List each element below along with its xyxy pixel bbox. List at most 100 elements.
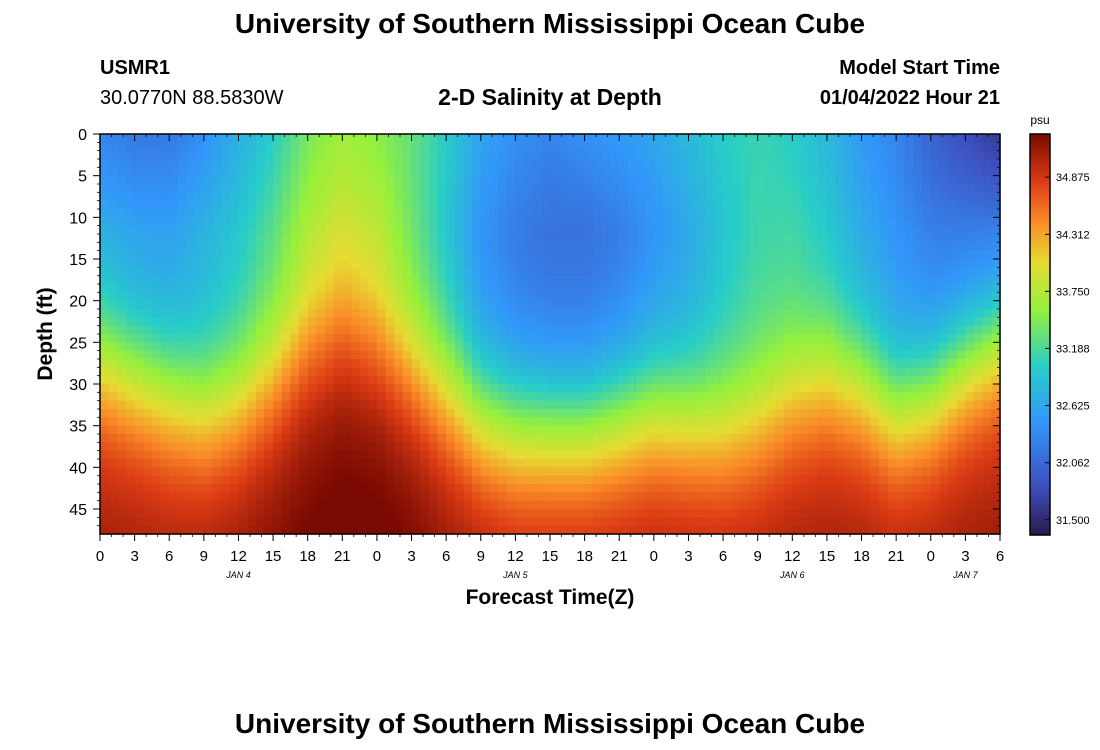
heatmap-cell [653, 375, 664, 385]
heatmap-cell [221, 300, 231, 310]
heatmap-cell [913, 334, 923, 343]
heatmap-cell [420, 159, 430, 168]
heatmap-cell [714, 509, 724, 518]
heatmap-cell [662, 459, 672, 468]
heatmap-cell [749, 334, 759, 343]
heatmap-cell [792, 459, 802, 468]
heatmap-cell [913, 450, 923, 460]
heatmap-cell [177, 192, 188, 202]
heatmap-cell [420, 384, 430, 393]
heatmap-cell [922, 225, 932, 235]
heatmap-cell [567, 342, 577, 352]
heatmap-cell [532, 175, 542, 185]
heatmap-cell [342, 342, 352, 352]
heatmap-cell [359, 175, 369, 185]
heatmap-cell [887, 375, 897, 385]
heatmap-cell [930, 142, 941, 152]
heatmap-cell [402, 342, 413, 352]
heatmap-cell [575, 492, 586, 502]
heatmap-cell [420, 342, 430, 352]
heatmap-cell [195, 284, 205, 293]
heatmap-cell [203, 284, 214, 293]
heatmap-cell [705, 184, 716, 193]
heatmap-cell [255, 367, 266, 377]
heatmap-cell [627, 275, 638, 285]
heatmap-cell [610, 359, 620, 368]
heatmap-cell [636, 417, 646, 427]
heatmap-cell [212, 184, 222, 193]
heatmap-cell [679, 342, 690, 352]
heatmap-cell [688, 384, 698, 393]
heatmap-cell [299, 484, 309, 493]
heatmap-cell [567, 150, 577, 160]
heatmap-cell [143, 442, 153, 452]
heatmap-cell [385, 250, 395, 260]
heatmap-cell [567, 292, 577, 302]
heatmap-cell [472, 434, 482, 443]
heatmap-cell [480, 359, 491, 368]
heatmap-cell [151, 184, 162, 193]
heatmap-cell [965, 342, 975, 352]
heatmap-cell [117, 384, 127, 393]
heatmap-cell [697, 300, 707, 310]
heatmap-cell [593, 309, 603, 318]
heatmap-cell [653, 275, 664, 285]
heatmap-cell [229, 234, 240, 243]
heatmap-cell [203, 375, 214, 385]
heatmap-cell [922, 142, 932, 152]
heatmap-cell [965, 150, 975, 160]
heatmap-cell [550, 284, 560, 293]
heatmap-cell [705, 292, 716, 302]
heatmap-cell [186, 500, 196, 510]
heatmap-cell [247, 309, 257, 318]
heatmap-cell [428, 175, 439, 185]
heatmap-cell [195, 142, 205, 152]
heatmap-cell [775, 350, 785, 360]
heatmap-cell [878, 234, 889, 243]
heatmap-cell [783, 525, 793, 535]
heatmap-cell [662, 475, 672, 485]
heatmap-cell [125, 359, 136, 368]
heatmap-cell [930, 309, 941, 318]
heatmap-cell [342, 417, 352, 427]
heatmap-cell [290, 500, 300, 510]
heatmap-cell [368, 292, 378, 302]
heatmap-cell [593, 209, 603, 218]
heatmap-cell [177, 275, 188, 285]
heatmap-cell [826, 525, 837, 535]
heatmap-cell [619, 225, 629, 235]
heatmap-cell [723, 300, 733, 310]
heatmap-cell [169, 167, 179, 177]
heatmap-cell [575, 450, 586, 460]
heatmap-cell [134, 184, 144, 193]
heatmap-cell [541, 292, 551, 302]
heatmap-cell [766, 492, 776, 502]
heatmap-cell [852, 409, 863, 418]
heatmap-cell [333, 300, 343, 310]
heatmap-cell [593, 150, 603, 160]
heatmap-cell [420, 200, 430, 210]
heatmap-cell [757, 509, 767, 518]
heatmap-cell [316, 142, 326, 152]
heatmap-cell [255, 459, 266, 468]
heatmap-cell [662, 400, 672, 410]
heatmap-cell [558, 159, 568, 168]
heatmap-cell [662, 425, 672, 435]
heatmap-cell [212, 525, 222, 535]
heatmap-cell [792, 342, 802, 352]
heatmap-cell [411, 292, 421, 302]
heatmap-cell [100, 317, 110, 327]
heatmap-cell [913, 317, 923, 327]
heatmap-cell [446, 159, 456, 168]
heatmap-cell [437, 375, 447, 385]
heatmap-cell [342, 484, 352, 493]
heatmap-cell [653, 317, 664, 327]
heatmap-cell [428, 517, 439, 527]
heatmap-cell [255, 467, 266, 477]
heatmap-cell [203, 159, 214, 168]
heatmap-cell [558, 525, 568, 535]
heatmap-cell [394, 400, 404, 410]
heatmap-cell [878, 425, 889, 435]
heatmap-cell [982, 134, 992, 143]
heatmap-cell [930, 184, 941, 193]
